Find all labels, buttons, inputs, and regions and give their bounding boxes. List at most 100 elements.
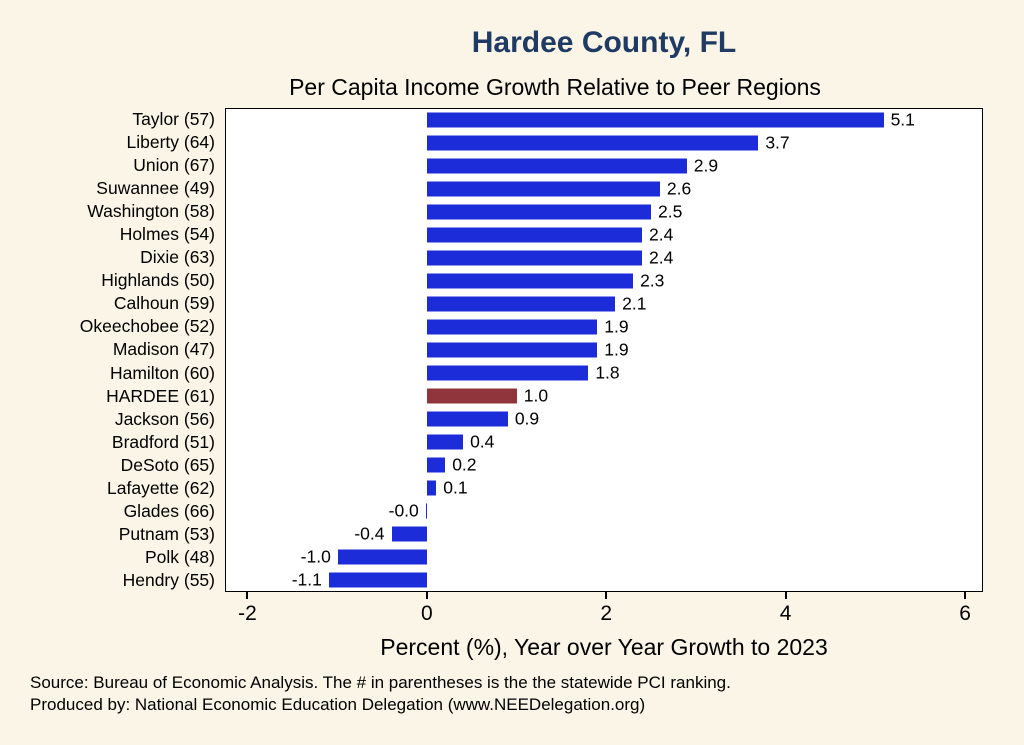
bar [425,503,428,519]
bar-row: 1.9 [226,339,982,362]
plot-column: 5.1 3.7 2.9 2.6 2.5 2.4 2.4 2.3 2.1 1.9 1.9 1.8 1.0 0… [225,108,983,640]
category-label: HARDEE (61) [106,385,215,406]
value-label: 0.4 [470,431,495,452]
bar [427,250,643,266]
x-tick-label: -2 [238,602,257,625]
bar-row: 0.1 [226,476,982,499]
bar [391,526,428,542]
category-label: Dixie (63) [140,247,215,268]
bar-row: 2.6 [226,178,982,201]
bar-row: 2.3 [226,270,982,293]
bar [427,204,651,220]
bar-row: 5.1 [226,109,982,132]
value-label: 3.7 [765,132,790,153]
bar-row: 2.9 [226,155,982,178]
value-label: 2.4 [649,224,674,245]
bar [328,572,428,588]
produced-by-note: Produced by: National Economic Education… [30,695,646,715]
bar-row: -0.4 [226,522,982,545]
bar-row: 0.4 [226,430,982,453]
bar [427,135,759,151]
bar-row: 2.4 [226,224,982,247]
x-tick-label: 6 [959,602,971,625]
bar [427,112,884,128]
category-label: Jackson (56) [114,408,215,429]
value-label: 0.2 [452,454,477,475]
category-label: Hamilton (60) [109,362,215,383]
value-label: 2.3 [640,270,665,291]
value-label: 2.4 [649,247,674,268]
bar-row: 2.1 [226,293,982,316]
value-label: 0.9 [514,408,540,429]
value-label: 5.1 [890,109,915,130]
x-tick-mark [246,592,249,599]
value-label: 0.1 [443,477,468,498]
category-label: DeSoto (65) [120,454,215,475]
source-note: Source: Bureau of Economic Analysis. The… [30,673,731,692]
bar [427,296,616,312]
value-label: -1.0 [300,546,331,567]
category-label: Taylor (57) [132,109,215,130]
bar-row: -1.1 [226,568,982,591]
value-label: 1.9 [604,316,629,337]
category-label: Suwannee (49) [96,178,215,199]
value-label: -0.4 [354,523,385,544]
category-label: Putnam (53) [118,523,215,544]
category-label: Lafayette (62) [107,477,215,498]
bar [427,181,660,197]
bar-row: 1.0 [226,384,982,407]
bar [427,342,598,358]
value-label: 2.5 [657,201,683,222]
plot-area: 5.1 3.7 2.9 2.6 2.5 2.4 2.4 2.3 2.1 1.9 1.9 1.8 1.0 0… [225,108,983,592]
bar-row: 0.9 [226,407,982,430]
bar-row: 3.7 [226,132,982,155]
bar [427,319,598,335]
y-axis-labels: Taylor (57) Liberty (64) Union (67) Suwanne… [20,108,225,592]
bar-row: 1.8 [226,361,982,384]
value-label: 1.0 [523,385,549,406]
value-label: 2.9 [693,155,719,176]
bar [427,457,446,473]
x-tick-label: 4 [779,602,792,625]
x-tick-label: 2 [600,602,613,625]
bar-row: 2.5 [226,201,982,224]
x-tick-label: 0 [420,602,433,625]
highlight-bar [427,388,517,404]
value-label: 2.6 [666,178,692,199]
x-axis: -2 0 2 4 6 [225,592,983,640]
bar [427,365,589,381]
value-label: 1.9 [604,339,629,360]
bar [427,273,634,289]
x-tick-mark [964,592,967,599]
category-label: Calhoun (59) [113,293,215,314]
bar [427,434,464,450]
category-label: Holmes (54) [119,224,215,245]
x-tick-mark [425,592,428,599]
bar [427,411,508,427]
category-label: Hendry (55) [122,569,215,590]
value-label: 1.8 [595,362,620,383]
bar-row: 1.9 [226,316,982,339]
chart-subtitle: Per Capita Income Growth Relative to Pee… [289,74,821,100]
x-axis-title: Percent (%), Year over Year Growth to 20… [380,634,828,660]
chart-area: Taylor (57) Liberty (64) Union (67) Suwanne… [20,108,983,640]
bar [427,480,437,496]
bar [337,549,428,565]
category-label: Liberty (64) [126,132,215,153]
category-label: Bradford (51) [111,431,215,452]
bar-row: -1.0 [226,545,982,568]
value-label: -0.0 [388,500,419,521]
bar-row: 2.4 [226,247,982,270]
chart-title: Hardee County, FL [471,26,737,59]
bar [427,227,643,243]
footer-notes: Source: Bureau of Economic Analysis. The… [30,672,1000,717]
category-label: Okeechobee (52) [79,316,215,337]
category-label: Glades (66) [123,500,215,521]
x-tick-mark [784,592,787,599]
category-label: Union (67) [133,155,215,176]
category-label: Highlands (50) [101,270,215,291]
value-label: 2.1 [622,293,647,314]
bar [427,158,687,174]
category-label: Madison (47) [112,339,215,360]
